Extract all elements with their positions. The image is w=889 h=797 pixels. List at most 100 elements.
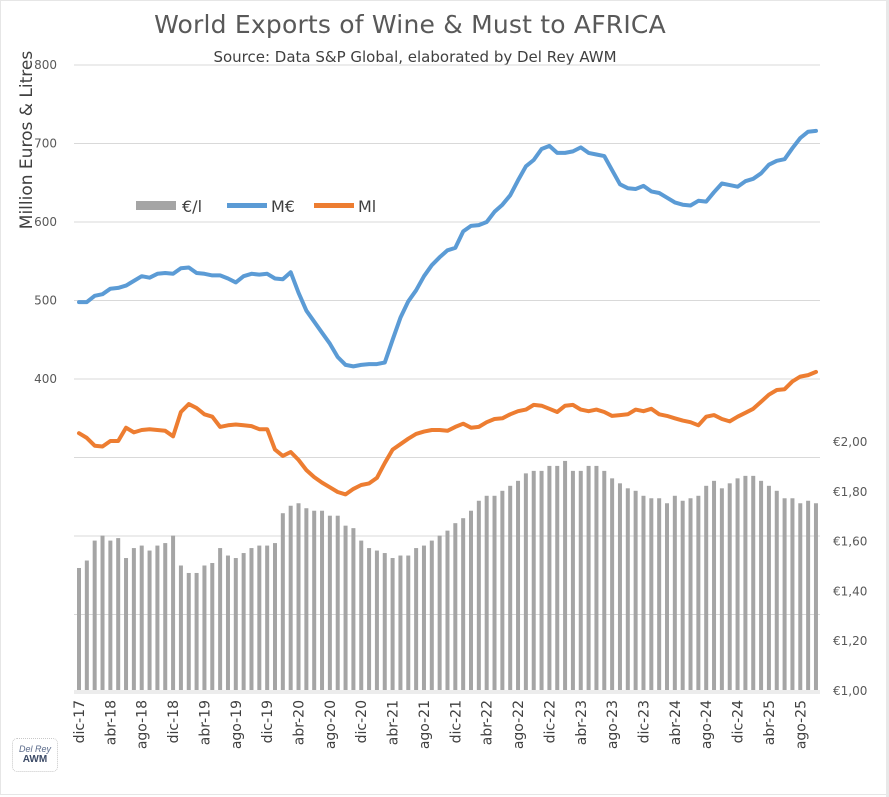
bar	[586, 465, 591, 690]
y-axis-right-ticks: €2,00 €1,80 €1,60 €1,40 €1,20 €1,00	[833, 435, 867, 698]
line-series-million-litres	[77, 369, 818, 497]
bar	[688, 498, 693, 690]
bar	[735, 478, 740, 690]
line-series-million-euros	[77, 128, 818, 369]
x-tick-label: ago-22	[511, 700, 527, 749]
bar	[539, 470, 544, 690]
y-tick-label: 700	[34, 137, 57, 151]
bar	[492, 495, 497, 690]
bar	[453, 523, 458, 690]
bar	[77, 567, 81, 690]
x-tick-label: dic-17	[72, 700, 88, 743]
bars-euro-per-litre	[77, 460, 818, 690]
bar	[155, 545, 160, 690]
x-tick-label: abr-23	[574, 700, 590, 745]
bar	[602, 470, 607, 690]
bar	[790, 498, 795, 690]
x-tick-label: abr-22	[480, 700, 496, 745]
bar	[257, 545, 262, 690]
x-tick-label: ago-20	[323, 700, 339, 749]
y2-tick-label: €1,20	[833, 634, 867, 648]
bar	[461, 518, 466, 690]
x-tick-label: dic-20	[354, 700, 370, 743]
legend-label-million-euros: M€	[271, 197, 295, 216]
right-border	[886, 0, 889, 797]
x-tick-label: abr-24	[668, 700, 684, 745]
bar	[265, 545, 270, 690]
bar	[210, 563, 215, 690]
chart-subtitle: Source: Data S&P Global, elaborated by D…	[213, 48, 617, 66]
x-tick-label: dic-21	[448, 700, 464, 743]
bar	[657, 498, 662, 690]
bar	[712, 480, 717, 690]
bar	[774, 490, 779, 690]
x-axis-ticks: dic-17 abr-18 ago-18 dic-18 abr-19 ago-19 dic-…	[72, 700, 809, 749]
bar	[649, 498, 654, 690]
bar	[665, 503, 669, 690]
bar	[296, 503, 301, 690]
bar	[547, 465, 552, 690]
del-rey-awm-logo: Del Rey AWM	[12, 738, 58, 772]
bar	[437, 535, 442, 690]
bar	[374, 550, 379, 690]
bar	[719, 488, 724, 690]
x-tick-label: ago-18	[135, 700, 151, 749]
x-tick-label: ago-19	[229, 700, 245, 749]
bar	[359, 540, 364, 690]
bar	[335, 515, 340, 690]
bar	[163, 543, 168, 690]
bar	[273, 543, 277, 690]
bar	[594, 465, 599, 690]
bar	[241, 553, 246, 690]
x-tick-label: ago-23	[605, 700, 621, 749]
bar	[351, 528, 356, 690]
x-tick-label: dic-24	[731, 700, 747, 743]
legend-swatch-million-litres	[314, 203, 354, 208]
bar	[304, 508, 309, 690]
y2-tick-label: €1,60	[833, 535, 867, 549]
y-tick-label: 400	[34, 372, 57, 386]
bar	[813, 503, 818, 690]
bar	[124, 558, 129, 690]
x-tick-label: dic-18	[166, 700, 182, 743]
bar	[751, 475, 756, 690]
bar	[696, 495, 701, 690]
x-tick-label: dic-22	[542, 700, 558, 743]
bar	[806, 500, 811, 690]
legend-swatch-euro-per-litre	[136, 201, 176, 210]
x-tick-label: abr-21	[386, 700, 402, 745]
bar	[743, 475, 748, 690]
bar	[555, 465, 560, 690]
bar	[178, 565, 183, 690]
y-axis-left-ticks: 800 700 600 500 400	[34, 58, 57, 386]
legend-label-million-litres: Ml	[358, 197, 376, 216]
x-tick-label: abr-19	[197, 700, 213, 745]
bar	[139, 545, 144, 690]
bar	[202, 565, 207, 690]
bar	[186, 572, 191, 690]
bar	[406, 555, 411, 690]
bar	[414, 548, 419, 690]
bar	[327, 515, 332, 690]
bar	[508, 485, 513, 690]
bar	[249, 548, 254, 690]
bar	[171, 535, 176, 690]
bar	[445, 530, 450, 690]
y2-tick-label: €1,80	[833, 485, 867, 499]
bar	[194, 572, 199, 690]
y2-tick-label: €1,40	[833, 584, 867, 598]
bar	[280, 513, 285, 690]
bar	[429, 540, 434, 690]
bar	[633, 490, 638, 690]
bar	[563, 460, 568, 690]
logo-line1: Del Rey	[18, 744, 51, 754]
y-tick-label: 800	[34, 58, 57, 72]
bar	[288, 505, 293, 690]
bar	[641, 495, 646, 690]
bar	[147, 550, 152, 690]
chart-title: World Exports of Wine & Must to AFRICA	[154, 10, 666, 39]
x-tick-label: ago-24	[699, 700, 715, 749]
bar	[578, 470, 583, 690]
bar	[727, 483, 732, 690]
